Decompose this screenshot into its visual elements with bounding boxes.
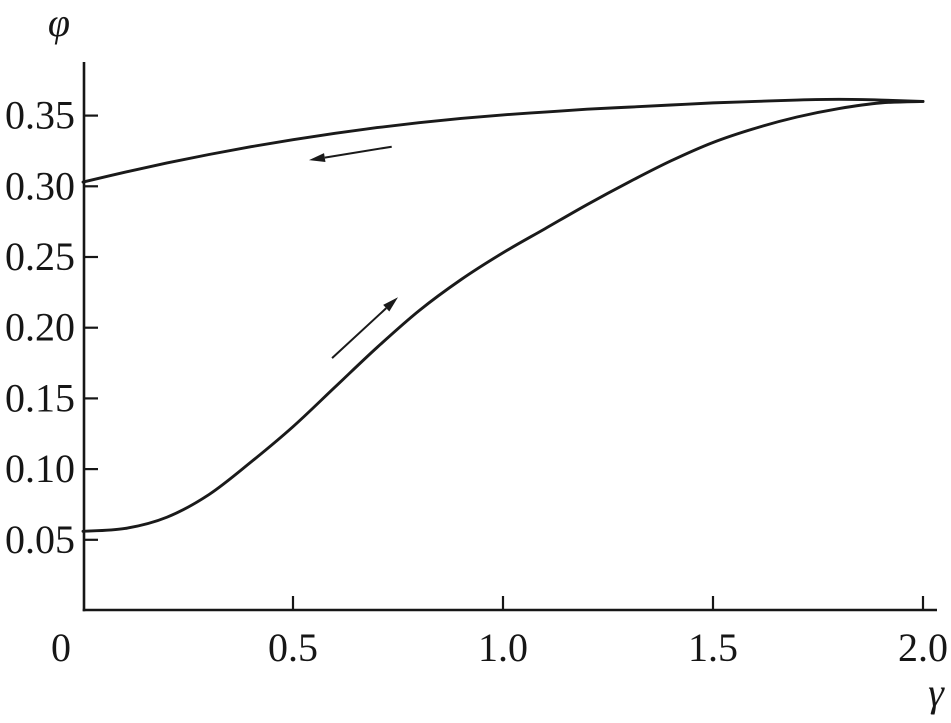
lower-branch-arrow bbox=[331, 297, 398, 359]
lower-curve bbox=[81, 100, 925, 533]
curves-group bbox=[81, 97, 925, 533]
upper-branch-arrow bbox=[308, 145, 392, 163]
arrow-line bbox=[331, 307, 387, 359]
arrow-head-icon bbox=[383, 297, 398, 312]
y-tick-label: 0.10 bbox=[5, 446, 75, 491]
x-tick-label: 1.0 bbox=[478, 625, 528, 670]
arrow-line bbox=[324, 145, 392, 159]
axes-group bbox=[82, 62, 937, 612]
y-tick-label: 0.20 bbox=[5, 305, 75, 350]
tick-labels-group: 0.05 0.10 0.15 0.20 0.25 0.30 0.35 0 0.5 1.0 1.5 2.… bbox=[5, 93, 948, 670]
x-tick-label: 2.0 bbox=[898, 625, 948, 670]
y-axis-title: φ bbox=[48, 0, 70, 45]
x-tick-label: 0 bbox=[51, 625, 71, 670]
y-tick-label: 0.35 bbox=[5, 93, 75, 138]
y-tick-label: 0.25 bbox=[5, 234, 75, 279]
x-axis-title: γ bbox=[928, 670, 945, 715]
upper-curve bbox=[81, 97, 925, 184]
y-tick-label: 0.30 bbox=[5, 163, 75, 208]
arrow-head-icon bbox=[308, 153, 326, 163]
x-tick-label: 1.5 bbox=[688, 625, 738, 670]
y-tick-label: 0.05 bbox=[5, 517, 75, 562]
arrows-group bbox=[308, 145, 398, 359]
ticks-group bbox=[84, 114, 925, 610]
y-tick-label: 0.15 bbox=[5, 375, 75, 420]
x-tick-label: 0.5 bbox=[268, 625, 318, 670]
